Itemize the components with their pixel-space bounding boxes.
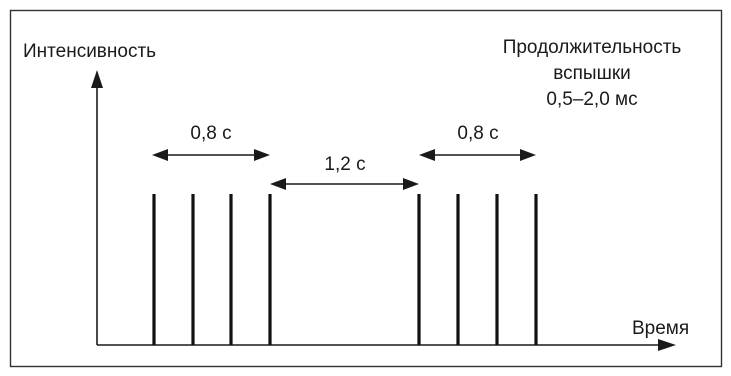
interval-label-left: 0,8 с: [190, 123, 231, 144]
flash-group-left: [152, 194, 272, 345]
flash-group-right: [417, 194, 538, 345]
flash-duration-note-line1: Продолжительность: [503, 37, 682, 58]
diagram-border: [9, 9, 723, 368]
flash-duration-note-line2: вспышки: [553, 63, 631, 84]
flash-duration-note-line3: 0,5–2,0 мс: [546, 89, 637, 110]
y-axis-arrowhead: [91, 70, 103, 88]
interval-arrow-left: [152, 149, 270, 161]
interval-arrow-middle: [270, 178, 419, 190]
y-axis-label: Интенсивность: [23, 41, 156, 62]
interval-label-right: 0,8 с: [457, 123, 498, 144]
x-axis-label: Время: [632, 318, 689, 339]
interval-arrow-right: [419, 149, 536, 161]
interval-label-middle: 1,2 с: [324, 154, 365, 175]
x-axis-arrowhead: [658, 339, 676, 351]
